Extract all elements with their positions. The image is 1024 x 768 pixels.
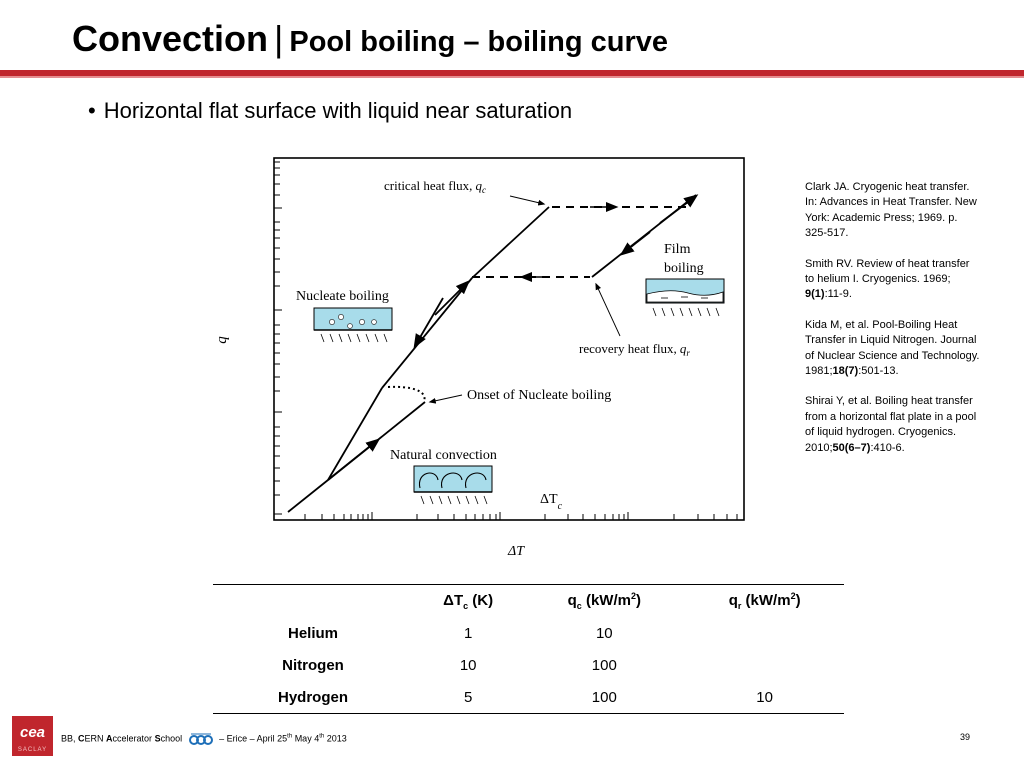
delta-tc-label: ΔTc bbox=[540, 492, 563, 512]
cea-logo: cea SACLAY bbox=[12, 716, 53, 756]
cea-logo-text: cea bbox=[19, 724, 46, 741]
title-separator: | bbox=[274, 18, 284, 59]
qc-cell: 100 bbox=[591, 656, 617, 674]
delta-tc-cell: 5 bbox=[463, 688, 473, 706]
reference-item: Shirai Y, et al. Boiling heat transfer f… bbox=[805, 395, 977, 454]
cea-logo-subtext: SACLAY bbox=[17, 747, 48, 753]
qr-cell: 10 bbox=[756, 688, 773, 706]
qr-cell bbox=[685, 617, 844, 649]
nucleate-middle-segment bbox=[381, 277, 473, 389]
table-row: Nitrogen 10 100 bbox=[213, 649, 844, 681]
x-axis-ticks bbox=[304, 512, 738, 520]
fluid-cell: Helium bbox=[287, 624, 338, 642]
natural-convection-label: Natural convection bbox=[390, 448, 497, 463]
header-delta-tc: ΔTc (K) bbox=[443, 591, 494, 611]
delta-tc-cell: 10 bbox=[459, 656, 477, 674]
x-axis-label: ΔT bbox=[507, 544, 525, 559]
boiling-data-table: ΔTc (K) qc (kW/m2) qr (kW/m2) Helium 1 1… bbox=[213, 584, 844, 714]
title-rule-light bbox=[0, 76, 1024, 78]
boiling-curve bbox=[287, 194, 699, 513]
onset-dotted-curve bbox=[387, 385, 426, 403]
title-main: Convection bbox=[72, 18, 269, 59]
header-qc: qc (kW/m2) bbox=[567, 591, 641, 611]
film-boiling-label-1: Film bbox=[664, 242, 691, 257]
film-boiling-inset bbox=[645, 278, 725, 317]
recovery-heat-flux-label: recovery heat flux, qr bbox=[579, 341, 690, 358]
nucleate-down-arrow bbox=[413, 297, 444, 349]
table-row: Hydrogen 5 100 10 bbox=[213, 681, 844, 714]
nucleate-up-arrow bbox=[434, 279, 471, 316]
header-qr: qr (kW/m2) bbox=[728, 591, 801, 611]
plot-frame bbox=[273, 157, 745, 521]
natural-convection-arrow bbox=[327, 438, 381, 481]
critical-heat-flux-label: critical heat flux, qc bbox=[384, 178, 486, 195]
curve-start-segment bbox=[287, 479, 329, 513]
page-number: 39 bbox=[960, 732, 971, 742]
film-boiling-label-2: boiling bbox=[664, 261, 704, 276]
qc-cell: 100 bbox=[591, 688, 617, 706]
natural-convection-inset bbox=[413, 465, 493, 505]
nucleate-upper-segment bbox=[471, 206, 550, 279]
reference-item: Kida M, et al. Pool-Boiling Heat Transfe… bbox=[805, 318, 980, 378]
y-axis-ticks bbox=[274, 161, 282, 515]
film-down-arrow bbox=[619, 231, 651, 256]
table-row: Helium 1 10 bbox=[213, 617, 844, 649]
onset-nucleate-label: Onset of Nucleate boiling bbox=[467, 388, 611, 403]
table-header-row: ΔTc (K) qc (kW/m2) qr (kW/m2) bbox=[213, 585, 844, 618]
boiling-curve-diagram: critical heat flux, qc Film boiling Nucle… bbox=[214, 157, 745, 559]
film-up-arrow bbox=[659, 194, 699, 224]
cas-logo-icon bbox=[188, 733, 213, 745]
bullet-dot-icon: • bbox=[88, 98, 96, 123]
bullet-text: Horizontal flat surface with liquid near… bbox=[103, 98, 573, 123]
reference-item: Clark JA. Cryogenic heat transfer. In: A… bbox=[805, 181, 977, 240]
y-axis-label: q bbox=[214, 336, 230, 344]
header-fluid bbox=[213, 585, 413, 618]
bullet-point: • Horizontal flat surface with liquid nea… bbox=[88, 98, 572, 124]
qc-cell: 10 bbox=[595, 624, 613, 642]
reference-item: Smith RV. Review of heat transfer to hel… bbox=[805, 257, 970, 301]
fluid-cell: Hydrogen bbox=[277, 688, 348, 706]
nucleate-boiling-label: Nucleate boiling bbox=[296, 289, 389, 304]
label-pointers bbox=[428, 195, 621, 404]
qr-cell bbox=[685, 649, 844, 681]
slide-title: Convection | Pool boiling – boiling curve bbox=[72, 18, 668, 60]
title-rule bbox=[0, 70, 1024, 76]
nucleate-boiling-inset bbox=[313, 307, 393, 343]
title-subtitle: Pool boiling – boiling curve bbox=[289, 26, 669, 58]
footer-text: BB, CERN Accelerator School – Erice – Ap… bbox=[61, 732, 347, 746]
dashed-transitions bbox=[472, 206, 688, 278]
delta-tc-cell: 1 bbox=[463, 624, 473, 642]
fluid-cell: Nitrogen bbox=[282, 656, 344, 674]
references: Clark JA. Cryogenic heat transfer. In: A… bbox=[805, 180, 980, 471]
nucleate-lower-segment bbox=[327, 387, 383, 481]
